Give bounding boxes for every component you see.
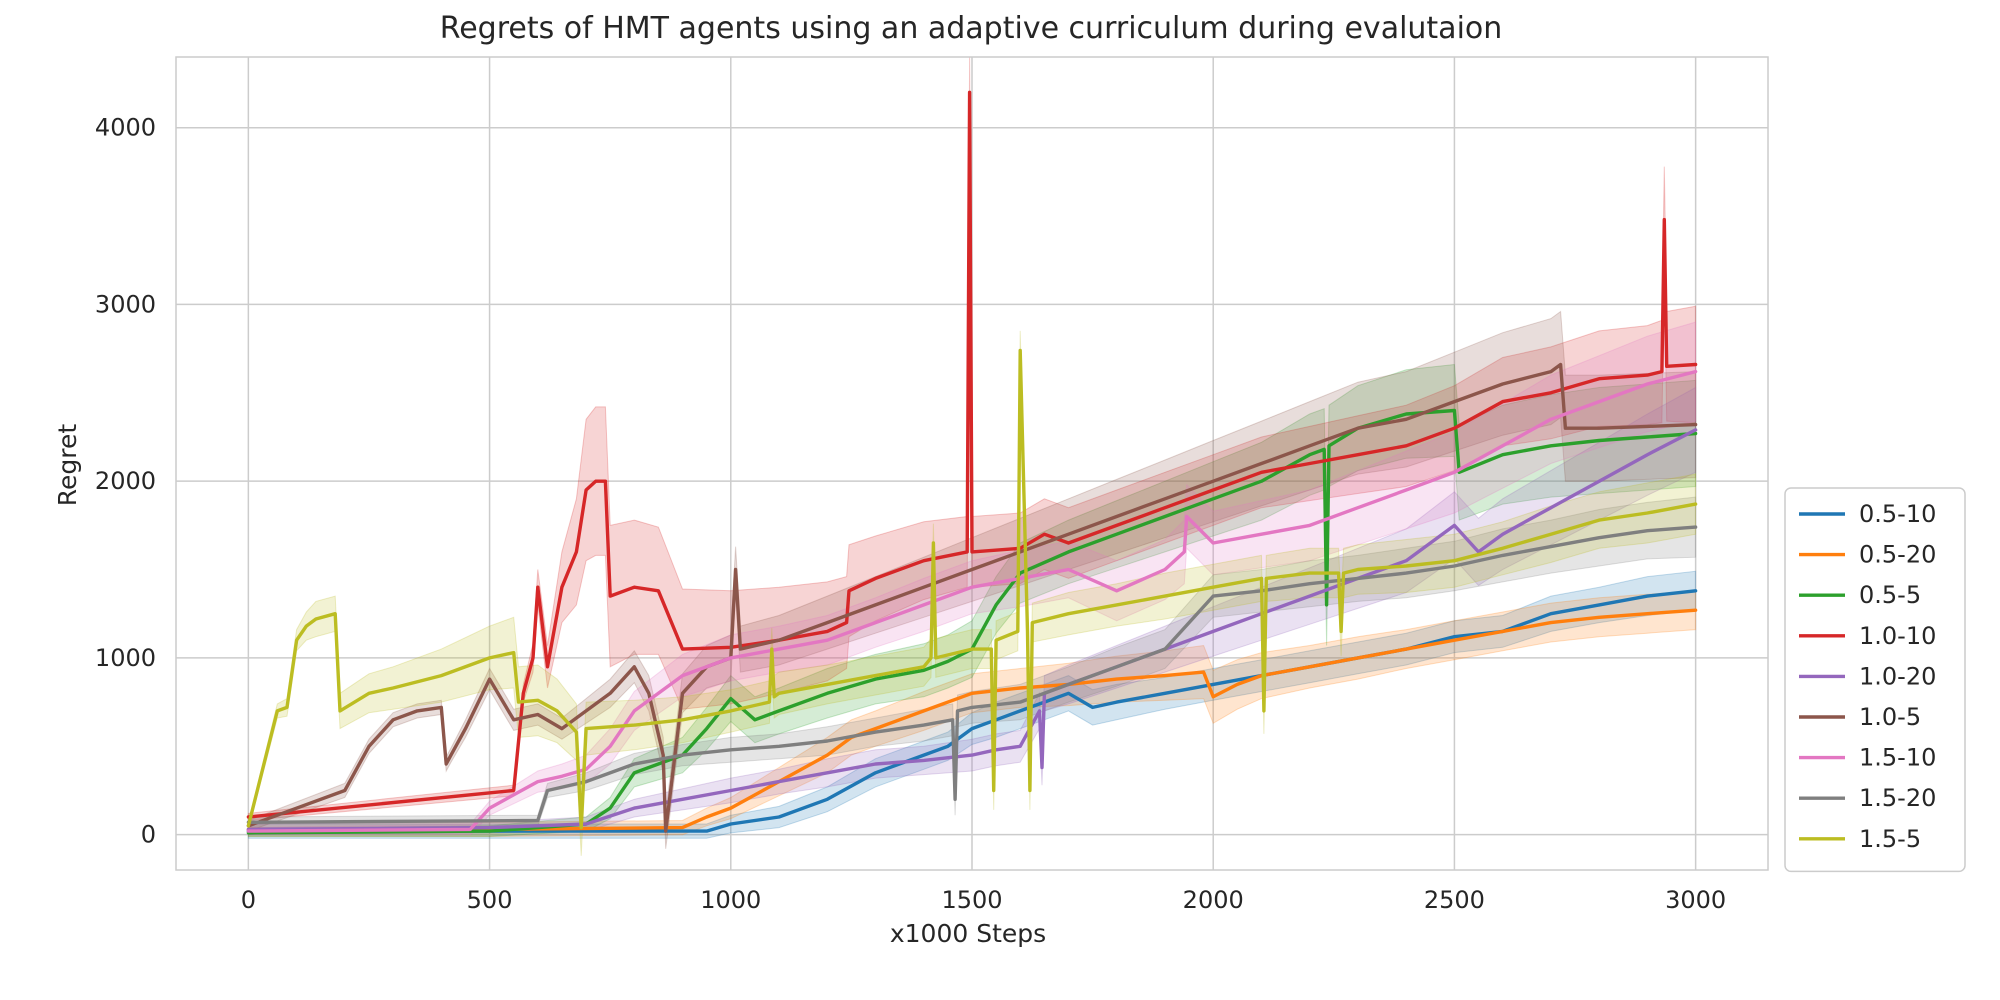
y-tick-label: 4000 xyxy=(95,114,156,142)
legend-label-0.5-10: 0.5-10 xyxy=(1859,500,1936,528)
series-line-0.5-10 xyxy=(246,589,1698,833)
legend-label-1.0-10: 1.0-10 xyxy=(1859,622,1936,650)
chart-title: Regrets of HMT agents using an adaptive … xyxy=(440,11,1503,46)
series-line-0.5-20 xyxy=(246,608,1698,832)
legend-label-1.5-20: 1.5-20 xyxy=(1859,784,1936,812)
series-line-1.5-5 xyxy=(246,348,1698,830)
series-line-1.5-10 xyxy=(246,369,1698,833)
y-tick-label: 2000 xyxy=(95,467,156,495)
x-tick-label: 2500 xyxy=(1424,886,1485,914)
legend-label-1.5-10: 1.5-10 xyxy=(1859,744,1936,772)
y-axis-label: Regret xyxy=(53,424,82,507)
x-tick-label: 1000 xyxy=(700,886,761,914)
legend-label-0.5-20: 0.5-20 xyxy=(1859,541,1936,569)
legend-label-0.5-5: 0.5-5 xyxy=(1859,581,1921,609)
series-band-1.0-10 xyxy=(247,56,1697,822)
x-axis-label: x1000 Steps xyxy=(890,919,1046,948)
series-band-1.0-5 xyxy=(247,310,1697,849)
x-tick-label: 3000 xyxy=(1665,886,1726,914)
series-band-1.5-10 xyxy=(247,321,1697,836)
y-tick-label: 3000 xyxy=(95,290,156,318)
legend-box xyxy=(1784,487,1966,873)
legend-label-1.0-20: 1.0-20 xyxy=(1859,662,1936,690)
x-tick-label: 2000 xyxy=(1183,886,1244,914)
series-band-0.5-20 xyxy=(247,590,1697,837)
series-line-1.0-10 xyxy=(246,90,1698,819)
legend-label-1.0-5: 1.0-5 xyxy=(1859,703,1921,731)
y-tick-label: 0 xyxy=(141,821,156,849)
x-tick-label: 0 xyxy=(241,886,256,914)
x-axis-ticks: 0 500 1000 1500 2000 2500 3000 xyxy=(241,886,1726,914)
series-lines xyxy=(246,90,1698,835)
x-tick-label: 1500 xyxy=(941,886,1002,914)
grid xyxy=(176,57,1768,870)
y-axis-ticks: 0 1000 2000 3000 4000 xyxy=(95,114,156,849)
series-band-1.0-20 xyxy=(247,386,1697,836)
plot-frame xyxy=(175,56,1769,871)
legend: 0.5-10 0.5-20 0.5-5 1.0-10 1.0-20 1.0-5 1.5-10… xyxy=(1784,487,1966,873)
x-tick-label: 500 xyxy=(467,886,513,914)
y-tick-label: 1000 xyxy=(95,644,156,672)
series-line-1.0-5 xyxy=(246,362,1698,833)
series-band-0.5-5 xyxy=(247,363,1697,837)
legend-label-1.5-5: 1.5-5 xyxy=(1859,825,1921,853)
